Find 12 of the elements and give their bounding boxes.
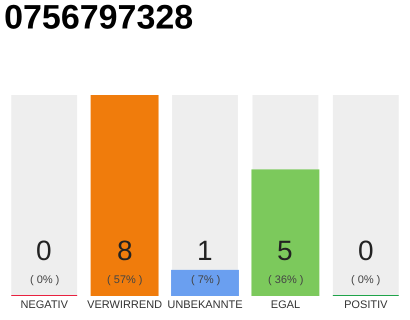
x-tick-label: NEGATIV <box>20 299 69 311</box>
chart-title: 0756797328 <box>4 0 194 37</box>
data-label: 5 ( 36% ) <box>268 235 304 286</box>
bar <box>171 270 239 296</box>
x-tick-label: EGAL <box>270 299 300 311</box>
data-label: 1 ( 7% ) <box>191 235 220 286</box>
x-tick-label: UNBEKANNTE <box>167 299 243 311</box>
data-label: 0 ( 0% ) <box>30 235 60 286</box>
x-tick-label: VERWIRREND <box>87 299 162 311</box>
data-label: 0 ( 0% ) <box>351 235 380 286</box>
data-label: 8 ( 57% ) <box>107 235 142 286</box>
x-tick-label: POSITIV <box>344 299 388 311</box>
